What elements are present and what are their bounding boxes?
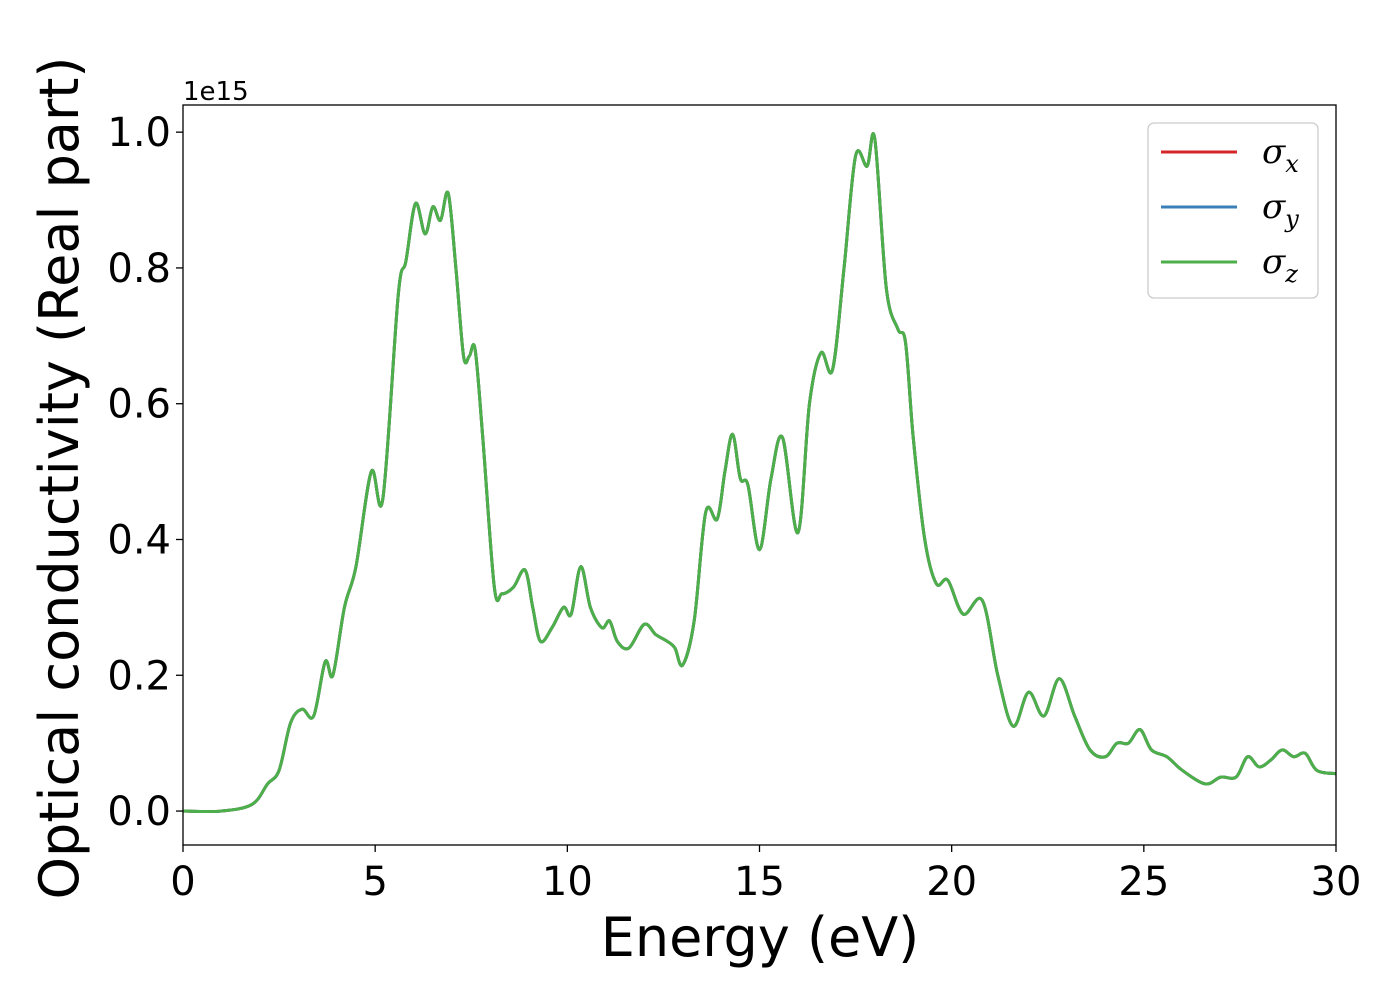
axes: 0 5 10 15 20 25 30 0.0 0.2 0.4 0.6 0.8 1.0 bbox=[107, 104, 1362, 905]
legend-symbol: σ bbox=[1262, 242, 1286, 282]
x-axis-label: Energy (eV) bbox=[601, 906, 920, 969]
series-line-sigma-z bbox=[183, 132, 1336, 814]
y-tick-label: 0.8 bbox=[107, 246, 171, 292]
legend-subscript: x bbox=[1285, 150, 1299, 178]
y-tick-label: 0.4 bbox=[107, 517, 171, 563]
x-tick-label: 15 bbox=[734, 859, 785, 905]
legend-symbol: σ bbox=[1262, 187, 1286, 227]
legend-label-sigma-x: σx bbox=[1262, 132, 1299, 178]
plot-area bbox=[183, 132, 1336, 814]
x-tick-label: 20 bbox=[926, 859, 977, 905]
y-tick-label: 1.0 bbox=[107, 110, 171, 156]
legend-subscript: z bbox=[1284, 260, 1298, 288]
x-tick-label: 5 bbox=[362, 859, 387, 905]
y-tick-label: 0.6 bbox=[107, 382, 171, 428]
legend-label-sigma-z: σz bbox=[1262, 242, 1298, 288]
y-tick-label: 0.2 bbox=[107, 653, 171, 699]
x-tick-label: 0 bbox=[170, 859, 195, 905]
legend-symbol: σ bbox=[1262, 132, 1286, 172]
x-tick-label: 10 bbox=[542, 859, 593, 905]
x-tick-label: 30 bbox=[1311, 859, 1362, 905]
legend-box bbox=[1147, 122, 1319, 299]
y-tick-label: 0.0 bbox=[107, 789, 171, 835]
legend-subscript: y bbox=[1284, 205, 1299, 233]
legend-label-sigma-y: σy bbox=[1262, 187, 1299, 233]
x-tick-label: 25 bbox=[1118, 859, 1169, 905]
y-axis-label: Optical conductivity (Real part) bbox=[28, 57, 91, 900]
y-offset-label: 1e15 bbox=[183, 77, 249, 107]
